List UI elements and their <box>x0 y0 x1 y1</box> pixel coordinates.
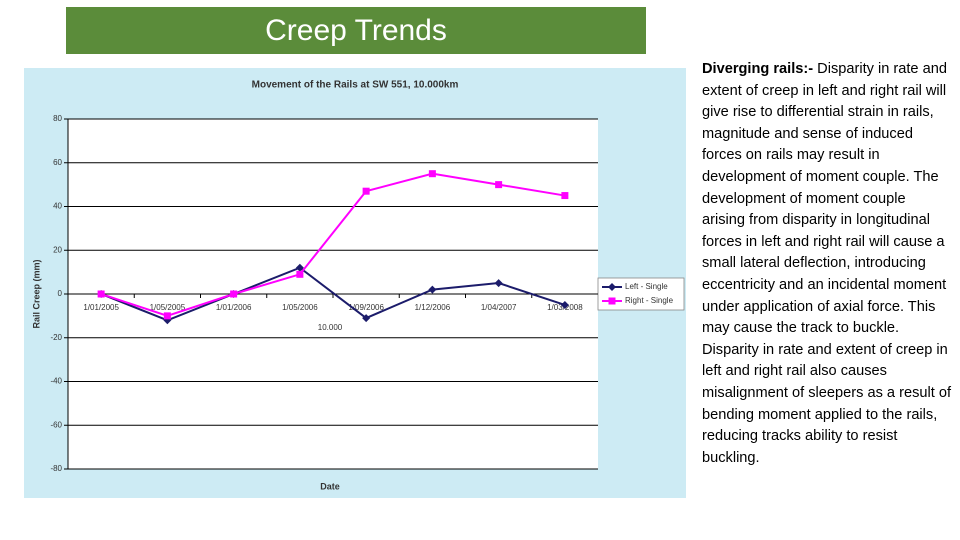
x-tick-label: 1/12/2006 <box>415 303 451 312</box>
point <box>608 297 616 305</box>
chart-title: Movement of the Rails at SW 551, 10.000k… <box>252 80 459 91</box>
point <box>428 170 436 178</box>
point <box>296 270 304 278</box>
point <box>608 283 616 291</box>
legend-label: Left - Single <box>625 282 668 291</box>
chart: Movement of the Rails at SW 551, 10.000k… <box>24 68 686 498</box>
x-tick-label: 1/05/2006 <box>282 303 318 312</box>
slide-title: Creep Trends <box>66 7 646 54</box>
series-line <box>100 172 566 317</box>
y-tick-label: -80 <box>50 464 62 473</box>
y-tick-label: 20 <box>53 245 62 254</box>
series-line <box>100 266 566 322</box>
x-axis-label: Date <box>320 481 340 491</box>
x-tick-label: 1/09/2006 <box>348 303 384 312</box>
point <box>428 285 437 294</box>
point <box>561 192 569 200</box>
point <box>560 300 569 309</box>
y-tick-label: -40 <box>50 377 62 386</box>
x-tick-label: 1/01/2005 <box>83 303 119 312</box>
lead-text: Diverging rails:- <box>702 61 814 77</box>
point <box>362 187 370 195</box>
y-axis-label: Rail Creep (mm) <box>31 259 41 328</box>
paragraph: Disparity in rate and extent of creep in… <box>702 61 952 466</box>
point <box>295 263 304 272</box>
y-tick-label: -60 <box>50 420 62 429</box>
point <box>163 312 171 320</box>
x-tick-label: 1/05/2005 <box>150 303 186 312</box>
y-tick-label: 60 <box>53 158 62 167</box>
y-tick-label: 0 <box>58 289 63 298</box>
x-tick-label: 1/04/2007 <box>481 303 517 312</box>
annotation: 10.000 <box>318 323 343 332</box>
x-tick-label: 1/01/2006 <box>216 303 252 312</box>
point <box>494 279 503 288</box>
point <box>230 290 238 298</box>
point <box>362 314 371 323</box>
legend-label: Right - Single <box>625 296 674 305</box>
y-tick-label: -20 <box>50 333 62 342</box>
y-tick-label: 80 <box>53 114 62 123</box>
point <box>495 181 503 189</box>
point <box>97 290 105 298</box>
body-text: Diverging rails:- Disparity in rate and … <box>702 59 952 469</box>
y-tick-label: 40 <box>53 202 62 211</box>
